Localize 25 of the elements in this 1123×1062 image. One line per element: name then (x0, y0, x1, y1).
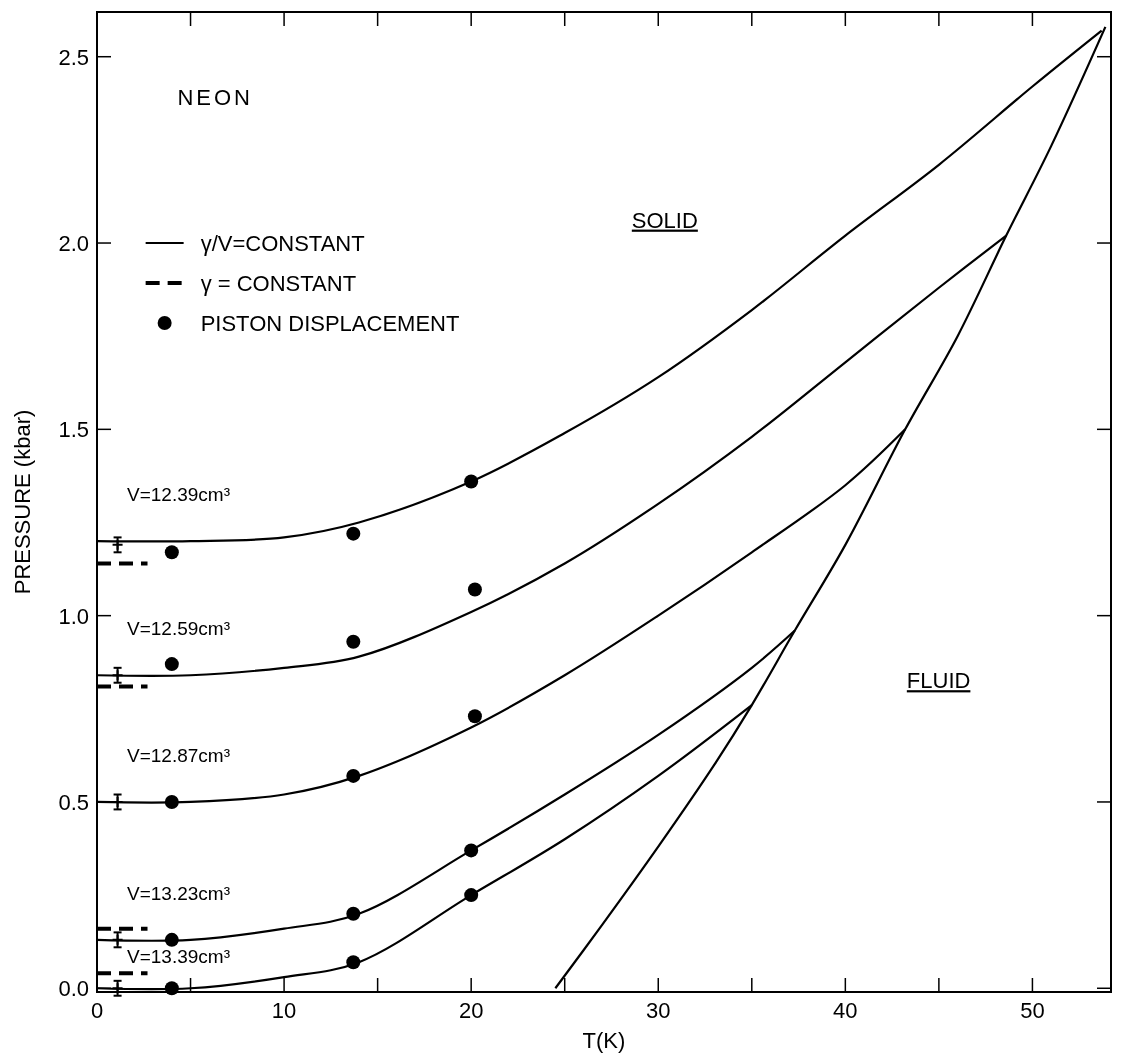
y-tick-label: 1.5 (58, 417, 89, 443)
annotation: V=13.39cm³ (127, 946, 230, 968)
legend-label: γ = CONSTANT (200, 271, 357, 297)
text: NEON (177, 85, 254, 111)
x-tick-label: 0 (90, 998, 104, 1023)
y-tick-label: 0.5 (58, 789, 89, 815)
annotation: V=12.59cm³ (127, 618, 230, 640)
annotation: V=12.87cm³ (127, 744, 230, 766)
x-tick-label: 30 (646, 998, 671, 1023)
annotation: V=13.23cm³ (127, 882, 230, 904)
x-axis-title: T(K) (582, 1028, 626, 1053)
x-tick-label: 10 (271, 998, 297, 1023)
annotation: SOLID (631, 207, 698, 233)
y-tick-label: 0.0 (58, 976, 89, 1002)
y-axis-title: PRESSURE (kbar) (10, 409, 35, 595)
annotation: FLUID (906, 668, 971, 694)
legend-label: PISTON DISPLACEMENT (200, 311, 460, 337)
legend-label: γ/V=CONSTANT (200, 231, 365, 257)
x-tick-label: 50 (1020, 998, 1045, 1023)
y-tick-label: 1.0 (58, 603, 89, 629)
y-tick-label: 2.5 (58, 44, 89, 70)
x-tick-label: 40 (833, 998, 858, 1023)
x-tick-label: 20 (458, 998, 484, 1023)
y-tick-label: 2.0 (58, 231, 89, 257)
annotation: V=12.39cm³ (127, 484, 230, 506)
